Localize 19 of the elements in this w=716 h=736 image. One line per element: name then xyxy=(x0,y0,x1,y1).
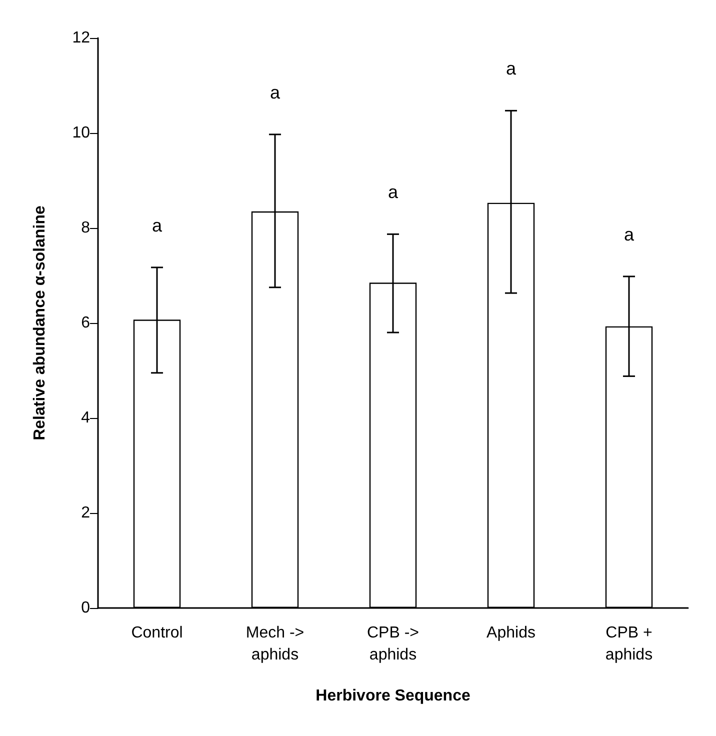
y-tick-label: 6 xyxy=(81,314,90,332)
x-axis-title: Herbivore Sequence xyxy=(316,688,470,704)
y-tick-label: 4 xyxy=(81,410,90,426)
y-tick-label: 0 xyxy=(81,600,90,616)
annotation: a xyxy=(624,224,635,244)
x-tick-label: Control xyxy=(131,624,183,642)
x-tick-label: CPB -> aphids xyxy=(366,624,420,664)
x-tick-label: Mech -> aphids xyxy=(246,624,304,664)
x-tick-label: CPB + aphids xyxy=(605,624,653,664)
y-axis-title: Relative abundance α-solanine xyxy=(32,206,48,440)
y-tick-label: 8 xyxy=(81,220,90,236)
y-tick-label: 10 xyxy=(72,124,90,142)
annotation: a xyxy=(270,82,281,102)
annotation: a xyxy=(506,58,517,79)
y-tick-label: 12 xyxy=(72,30,90,46)
annotation: a xyxy=(152,215,163,236)
y-tick-label: 2 xyxy=(81,504,90,522)
x-tick-label: Aphids xyxy=(486,624,536,642)
annotation: a xyxy=(388,182,399,202)
